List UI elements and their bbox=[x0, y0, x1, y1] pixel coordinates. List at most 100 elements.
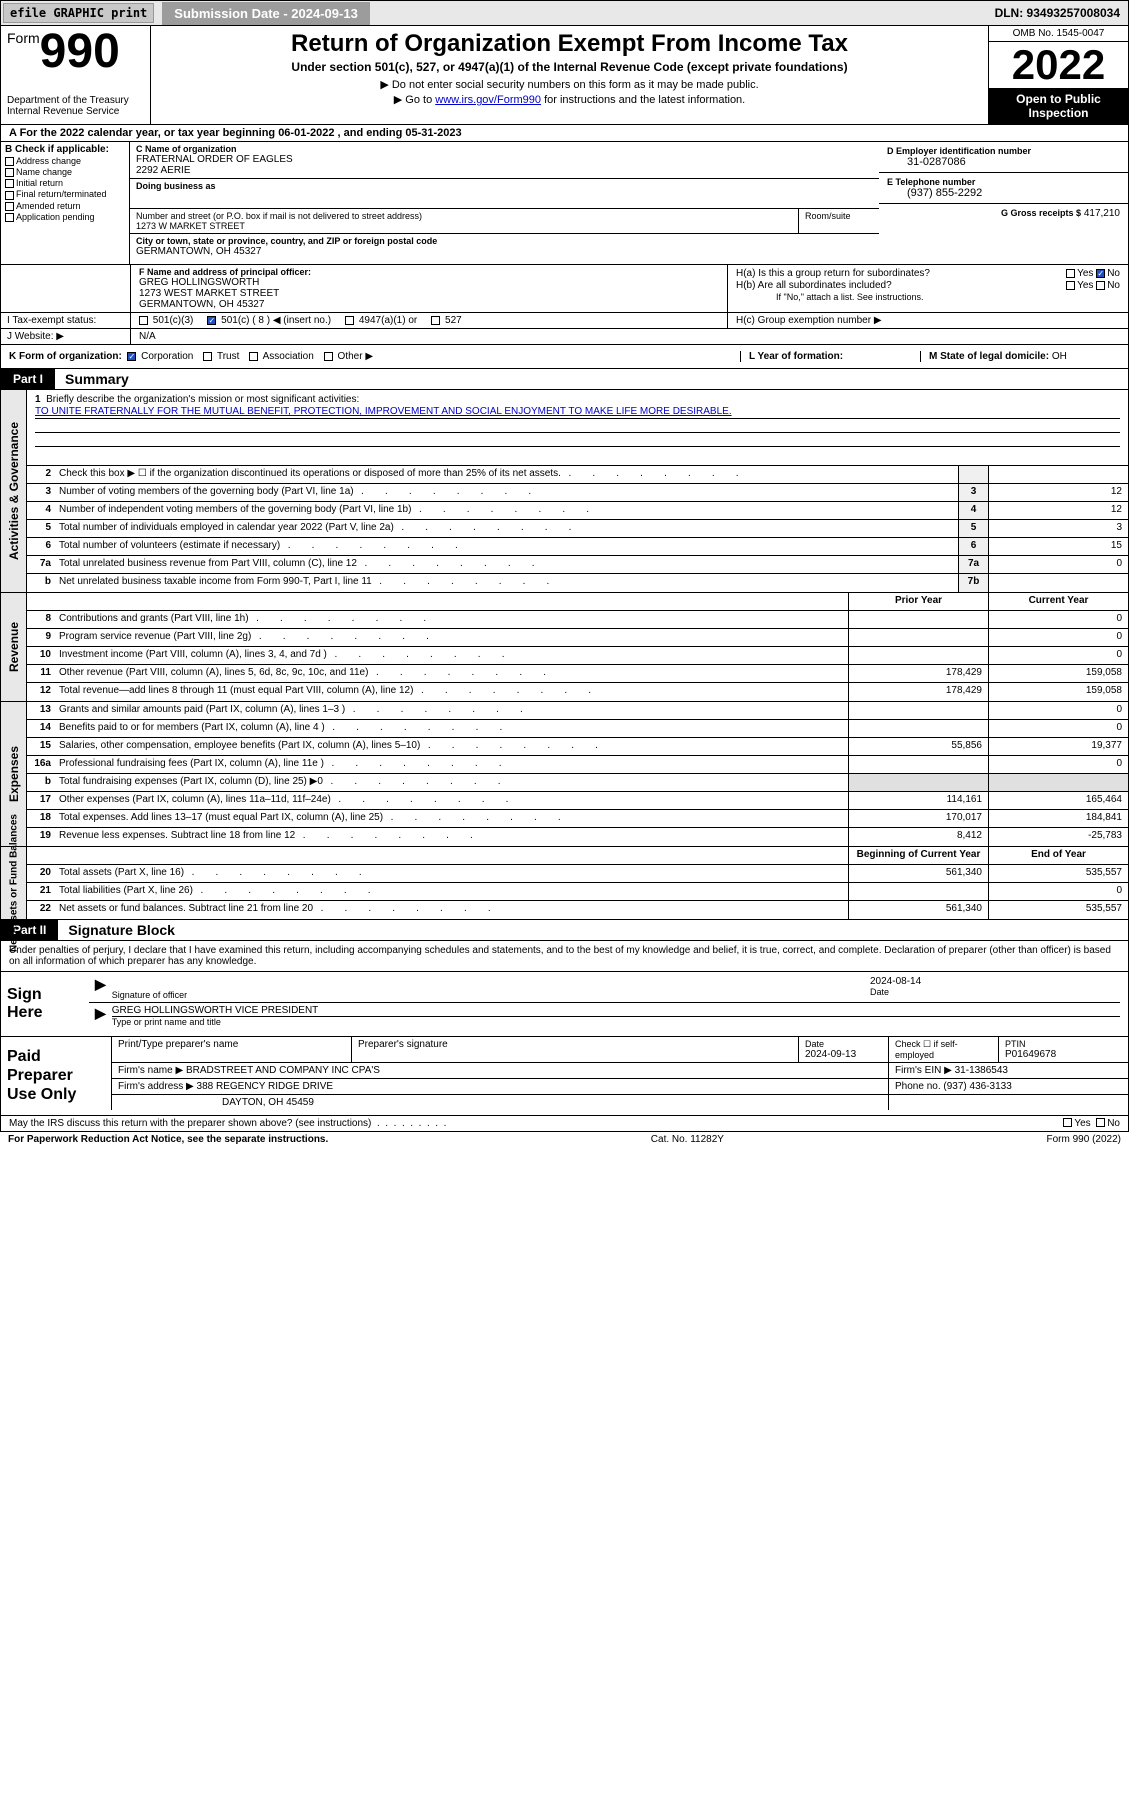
netassets-section: Net Assets or Fund Balances Beginning of… bbox=[0, 847, 1129, 920]
block-c: C Name of organization FRATERNAL ORDER O… bbox=[130, 142, 879, 264]
cat-number: Cat. No. 11282Y bbox=[651, 1134, 724, 1145]
firm-ein-label: Firm's EIN ▶ bbox=[895, 1065, 952, 1076]
netassets-row: 22Net assets or fund balances. Subtract … bbox=[27, 901, 1128, 919]
officer-signature-label: Signature of officer bbox=[112, 976, 870, 1000]
org-name-label: C Name of organization bbox=[136, 144, 873, 154]
officer-name: GREG HOLLINGSWORTH bbox=[139, 277, 719, 288]
governance-row: 5Total number of individuals employed in… bbox=[27, 520, 1128, 538]
revenue-row: 11Other revenue (Part VIII, column (A), … bbox=[27, 665, 1128, 683]
part-2-header: Part II Signature Block bbox=[0, 920, 1129, 941]
tax-status-option[interactable]: 4947(a)(1) or bbox=[345, 315, 417, 326]
expense-row: 16aProfessional fundraising fees (Part I… bbox=[27, 756, 1128, 774]
efile-print-button[interactable]: efile GRAPHIC print bbox=[3, 3, 154, 23]
governance-row: 4Number of independent voting members of… bbox=[27, 502, 1128, 520]
officer-addr1: 1273 WEST MARKET STREET bbox=[139, 288, 719, 299]
sign-here-block: Sign Here ▶ Signature of officer 2024-08… bbox=[0, 972, 1129, 1037]
part-1-title: Summary bbox=[55, 371, 129, 387]
irs-discuss-label: May the IRS discuss this return with the… bbox=[9, 1118, 1063, 1129]
street-value: 1273 W MARKET STREET bbox=[136, 221, 792, 231]
paperwork-notice: For Paperwork Reduction Act Notice, see … bbox=[8, 1134, 328, 1145]
omb-number: OMB No. 1545-0047 bbox=[989, 26, 1128, 42]
expense-row: 18Total expenses. Add lines 13–17 (must … bbox=[27, 810, 1128, 828]
block-de: D Employer identification number 31-0287… bbox=[879, 142, 1129, 264]
form-subtitle-1: Under section 501(c), 527, or 4947(a)(1)… bbox=[159, 60, 980, 74]
expense-row: 17Other expenses (Part IX, column (A), l… bbox=[27, 792, 1128, 810]
expense-row: 19Revenue less expenses. Subtract line 1… bbox=[27, 828, 1128, 846]
block-b-checkbox[interactable]: Application pending bbox=[5, 212, 125, 222]
expense-row: 14Benefits paid to or for members (Part … bbox=[27, 720, 1128, 738]
prep-date-value: 2024-09-13 bbox=[805, 1049, 882, 1060]
form-org-label: K Form of organization: bbox=[9, 351, 122, 362]
hb-note: If "No," attach a list. See instructions… bbox=[736, 292, 1120, 302]
signature-date: 2024-08-14 bbox=[870, 976, 1120, 987]
block-b: B Check if applicable: Address changeNam… bbox=[0, 142, 130, 264]
dln: DLN: 93493257008034 bbox=[987, 2, 1128, 24]
form-ref: Form 990 (2022) bbox=[1047, 1134, 1121, 1145]
expense-row: 13Grants and similar amounts paid (Part … bbox=[27, 702, 1128, 720]
website-value: N/A bbox=[131, 329, 1128, 344]
form-org-option[interactable]: Corporation bbox=[127, 351, 193, 362]
governance-section: Activities & Governance 1 Briefly descri… bbox=[0, 390, 1129, 593]
firm-addr2-value: DAYTON, OH 45459 bbox=[111, 1095, 888, 1110]
block-b-checkbox[interactable]: Initial return bbox=[5, 178, 125, 188]
phone-label: E Telephone number bbox=[887, 177, 1120, 187]
firm-addr-label: Firm's address ▶ bbox=[118, 1081, 194, 1092]
prep-date-label: Date bbox=[805, 1039, 882, 1049]
revenue-side-label: Revenue bbox=[1, 593, 27, 701]
domicile-value: OH bbox=[1052, 351, 1067, 362]
part-1-header: Part I Summary bbox=[0, 369, 1129, 390]
self-employed-check: Check ☐ if self-employed bbox=[888, 1037, 998, 1062]
expenses-section: Expenses 13Grants and similar amounts pa… bbox=[0, 702, 1129, 847]
form-org-option[interactable]: Trust bbox=[203, 351, 239, 362]
block-b-checkbox[interactable]: Name change bbox=[5, 167, 125, 177]
governance-side-label: Activities & Governance bbox=[1, 390, 27, 592]
block-b-checkbox[interactable]: Address change bbox=[5, 156, 125, 166]
hb-label: H(b) Are all subordinates included? bbox=[736, 280, 1066, 291]
instructions-link[interactable]: www.irs.gov/Form990 bbox=[435, 94, 541, 106]
preparer-label: Paid Preparer Use Only bbox=[1, 1037, 111, 1115]
block-h: H(a) Is this a group return for subordin… bbox=[728, 265, 1128, 312]
prior-year-header: Prior Year bbox=[848, 593, 988, 610]
ha-label: H(a) Is this a group return for subordin… bbox=[736, 268, 1066, 279]
netassets-row: 20Total assets (Part X, line 16) 561,340… bbox=[27, 865, 1128, 883]
tax-status-option[interactable]: 527 bbox=[431, 315, 461, 326]
bottom-footer: For Paperwork Reduction Act Notice, see … bbox=[0, 1132, 1129, 1147]
ein-label: D Employer identification number bbox=[887, 146, 1120, 156]
revenue-section: Revenue Prior Year Current Year 8Contrib… bbox=[0, 593, 1129, 702]
block-b-checkbox[interactable]: Amended return bbox=[5, 201, 125, 211]
revenue-row: 9Program service revenue (Part VIII, lin… bbox=[27, 629, 1128, 647]
phone-value: (937) 855-2292 bbox=[887, 187, 1120, 199]
revenue-row: 12Total revenue—add lines 8 through 11 (… bbox=[27, 683, 1128, 701]
netassets-side-label: Net Assets or Fund Balances bbox=[1, 847, 27, 919]
mission-text: TO UNITE FRATERNALLY FOR THE MUTUAL BENE… bbox=[35, 406, 732, 417]
org-name-2: 2292 AERIE bbox=[136, 165, 873, 176]
officer-label: F Name and address of principal officer: bbox=[139, 267, 719, 277]
form-org-option[interactable]: Association bbox=[249, 351, 313, 362]
irs-discuss-row: May the IRS discuss this return with the… bbox=[0, 1116, 1129, 1132]
officer-printed-label: Type or print name and title bbox=[112, 1016, 1120, 1027]
current-year-header: Current Year bbox=[988, 593, 1128, 610]
block-b-checkbox[interactable]: Final return/terminated bbox=[5, 189, 125, 199]
form-title: Return of Organization Exempt From Incom… bbox=[159, 30, 980, 58]
preparer-block: Paid Preparer Use Only Print/Type prepar… bbox=[0, 1037, 1129, 1116]
year-formation-label: L Year of formation: bbox=[749, 351, 843, 362]
sub3-pre: ▶ Go to bbox=[394, 94, 435, 106]
row-i: I Tax-exempt status: 501(c)(3) 501(c) ( … bbox=[0, 313, 1129, 329]
submission-date: Submission Date - 2024-09-13 bbox=[162, 2, 370, 25]
form-subtitle-2: ▶ Do not enter social security numbers o… bbox=[159, 78, 980, 91]
row-j: J Website: ▶ N/A bbox=[0, 329, 1129, 345]
tax-status-option[interactable]: 501(c) ( 8 ) ◀ (insert no.) bbox=[207, 315, 331, 326]
mission-label: Briefly describe the organization's miss… bbox=[46, 394, 359, 405]
tax-status-option[interactable]: 501(c)(3) bbox=[139, 315, 193, 326]
tax-exempt-label: I Tax-exempt status: bbox=[1, 313, 131, 328]
expense-row: bTotal fundraising expenses (Part IX, co… bbox=[27, 774, 1128, 792]
form-org-option[interactable]: Other ▶ bbox=[324, 351, 373, 362]
city-value: GERMANTOWN, OH 45327 bbox=[136, 246, 873, 257]
governance-row: 3Number of voting members of the governi… bbox=[27, 484, 1128, 502]
tax-year: 2022 bbox=[989, 42, 1128, 86]
form-header: Form990 Department of the Treasury Inter… bbox=[0, 26, 1129, 125]
gross-label: G Gross receipts $ bbox=[1001, 208, 1081, 218]
officer-printed-name: GREG HOLLINGSWORTH VICE PRESIDENT bbox=[112, 1005, 1120, 1016]
prep-sig-label: Preparer's signature bbox=[351, 1037, 798, 1062]
form-number: 990 bbox=[40, 25, 120, 78]
